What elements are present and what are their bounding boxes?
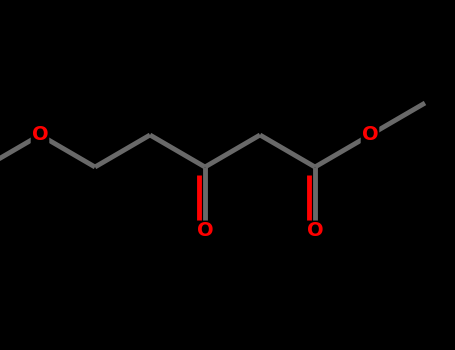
- Text: O: O: [32, 126, 48, 145]
- Text: O: O: [362, 126, 378, 145]
- Text: O: O: [197, 222, 213, 240]
- Text: O: O: [307, 222, 324, 240]
